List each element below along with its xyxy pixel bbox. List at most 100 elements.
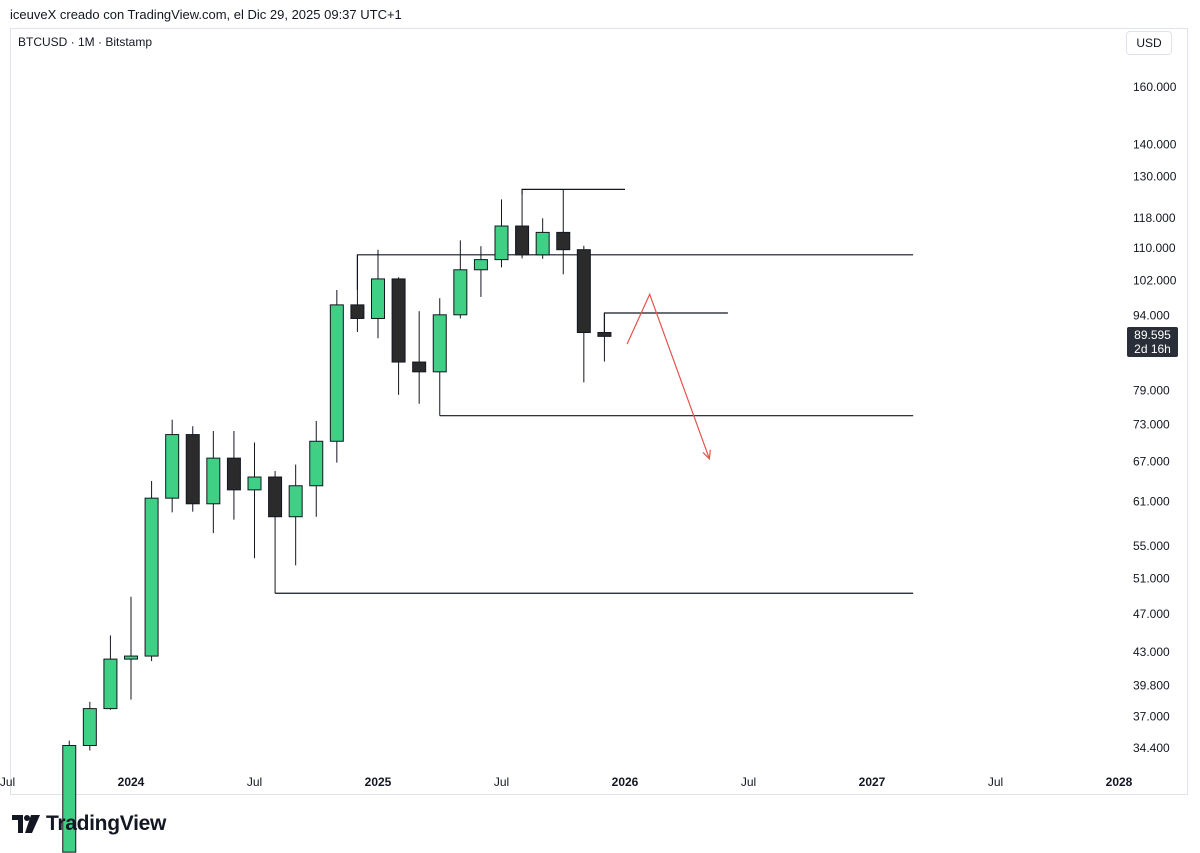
tradingview-brand: TradingView [46,812,167,835]
candle-2024-10 [309,420,324,517]
candle-body-2024-06 [226,457,241,491]
time-tick-2023-07: Jul [0,775,15,789]
candle-2025-05 [453,240,468,319]
candle-body-2024-10 [309,440,324,487]
price-tick-130000: 130.000 [1133,169,1177,183]
price-tick-34400: 34.400 [1133,741,1170,755]
candle-body-2025-08 [515,225,530,256]
candle-2024-08 [268,471,283,594]
candle-body-2023-10 [62,745,77,853]
price-tick-51000: 51.000 [1133,572,1170,586]
last-price-value: 89.595 [1134,328,1171,342]
last-price-countdown: 2d 16h [1134,342,1171,356]
candle-body-2025-05 [453,269,468,316]
attribution-text: iceuveX creado con TradingView.com, el D… [10,7,402,22]
candle-2024-12 [350,254,365,333]
price-tick-118000: 118.000 [1133,211,1176,225]
candle-2025-01 [371,249,385,339]
candle-body-2025-06 [473,259,488,271]
candle-2023-10 [62,740,77,853]
candle-2024-02 [144,481,159,662]
projection-arrow [626,292,711,461]
candle-body-2024-09 [288,485,303,518]
candle-body-2024-07 [247,476,262,491]
time-tick-2025-01: 2025 [365,775,392,789]
candle-2023-12 [103,635,118,710]
time-tick-2024-01: 2024 [118,775,145,789]
candle-body-2024-08 [268,476,283,518]
currency-button[interactable]: USD [1126,31,1172,55]
price-tick-55000: 55.000 [1133,539,1170,553]
price-tick-94000: 94.000 [1133,309,1170,323]
candle-2024-04 [185,426,200,512]
candle-2025-06 [473,246,488,297]
candle-body-2023-12 [103,658,118,710]
candle-body-2024-04 [185,434,200,505]
candle-body-2025-11 [576,249,591,334]
chart-pane[interactable] [10,28,1188,795]
price-tick-73000: 73.000 [1133,417,1170,431]
price-tick-43000: 43.000 [1133,645,1170,659]
level-line-3 [603,312,728,333]
candle-body-2024-05 [206,457,221,505]
candle-body-2025-02 [391,278,406,363]
horizontal-levels [275,188,914,594]
candle-2025-04 [432,298,447,416]
price-tick-39800: 39.800 [1133,678,1170,692]
candles [62,189,612,853]
candle-body-2024-01 [124,655,138,660]
price-tick-160000: 160.000 [1133,80,1177,94]
time-axis[interactable]: Jul 2024 Jul 2025 Jul 2026 Jul 2027 Jul 2028 [0,775,1133,789]
candle-2025-11 [576,245,591,383]
candle-2024-06 [226,430,241,520]
candle-body-2024-03 [165,434,180,499]
candle-2024-09 [288,464,303,566]
price-tick-79000: 79.000 [1133,383,1170,397]
candle-body-2025-10 [556,231,571,251]
candle-body-2023-11 [82,708,97,747]
tradingview-logo-icon [12,815,40,833]
time-tick-2026-01: 2026 [612,775,639,789]
candle-body-2025-12 [597,332,612,337]
tradingview-logo[interactable]: TradingView [12,812,166,836]
candle-body-2024-12 [350,304,365,319]
candle-2024-05 [206,430,221,534]
candle-2025-07 [494,199,509,268]
price-tick-110000: 110.000 [1133,241,1176,255]
candle-2025-02 [391,277,406,395]
candle-2025-09 [535,218,550,259]
level-line-2 [356,254,914,290]
candle-2025-03 [412,311,427,404]
candle-2025-10 [556,189,571,275]
candle-body-2025-09 [535,231,550,256]
candle-2024-01 [124,596,138,700]
time-tick-2025-07: Jul [494,775,509,789]
time-tick-2024-07: Jul [247,775,262,789]
candle-2024-11 [329,289,344,463]
candle-body-2025-03 [412,361,427,373]
symbol-info[interactable]: BTCUSD · 1M · Bitstamp [18,35,153,49]
price-tick-47000: 47.000 [1133,607,1170,621]
candle-body-2024-11 [329,304,344,442]
candle-2025-08 [515,194,530,259]
time-tick-2026-07: Jul [741,775,756,789]
last-price-badge: 89.595 2d 16h [1127,327,1178,357]
projection-arrowhead [702,449,711,461]
candle-body-2025-04 [432,314,447,373]
candle-body-2025-01 [371,278,385,319]
candle-2024-07 [247,442,262,559]
time-tick-2027-07: Jul [988,775,1003,789]
price-tick-37000: 37.000 [1133,710,1170,724]
price-tick-140000: 140.000 [1133,137,1177,151]
time-tick-2027-01: 2027 [859,775,886,789]
price-axis[interactable]: 160.000 140.000 130.000 118.000 110.000 102.0… [1133,80,1177,755]
candle-body-2025-07 [494,225,509,261]
price-tick-61000: 61.000 [1133,495,1170,509]
candle-2024-03 [165,419,180,513]
time-tick-2028-01: 2028 [1106,775,1133,789]
price-tick-67000: 67.000 [1133,454,1170,468]
candle-body-2024-02 [144,497,159,657]
candle-2025-12 [597,312,612,362]
projection-path [626,292,710,459]
